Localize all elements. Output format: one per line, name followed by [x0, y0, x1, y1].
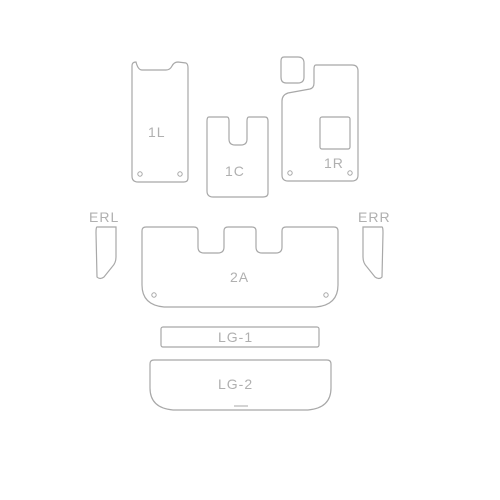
mat-1R: 1R — [280, 63, 360, 185]
mat-LG1-label: LG-1 — [218, 329, 253, 345]
mat-2A-label: 2A — [230, 269, 249, 285]
mat-ERR — [360, 225, 385, 280]
mat-2A: 2A — [140, 225, 340, 310]
mat-1C: 1C — [205, 115, 270, 200]
mat-1R-label: 1R — [324, 155, 344, 171]
mat-ERL-label: ERL — [89, 209, 119, 225]
mat-1L-label: 1L — [148, 124, 166, 140]
mat-LG1: LG-1 — [160, 326, 320, 348]
mat-ERL — [94, 225, 119, 280]
mat-1C-label: 1C — [225, 163, 245, 179]
floor-mat-diagram: 1L 1C 1R ERL ERR — [0, 0, 500, 500]
mat-LG2: LG-2 — [148, 358, 333, 413]
mat-LG2-label: LG-2 — [218, 376, 253, 392]
mat-ERR-label: ERR — [358, 209, 391, 225]
mat-1L: 1L — [130, 60, 190, 185]
